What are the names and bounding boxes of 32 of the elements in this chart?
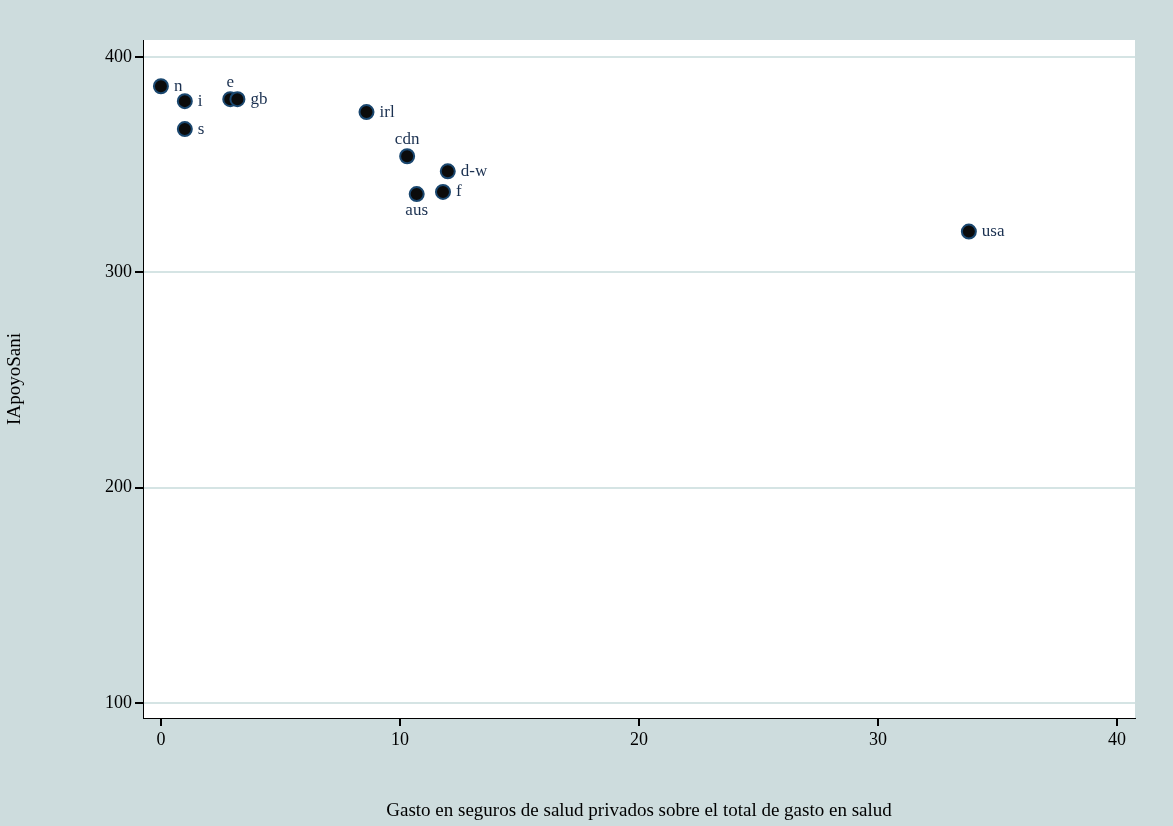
- x-tick-label: 40: [1108, 728, 1127, 749]
- x-tick-label: 20: [630, 728, 648, 749]
- data-label: cdn: [394, 129, 420, 149]
- point: [399, 148, 416, 165]
- point: [176, 93, 193, 110]
- data-label: d-w: [460, 160, 488, 180]
- data-label: gb: [250, 88, 268, 108]
- data-label: i: [197, 90, 203, 110]
- y-tick-label: 100: [105, 691, 132, 712]
- data-label: e: [226, 72, 235, 92]
- data-label: f: [455, 181, 462, 201]
- data-label: irl: [379, 101, 395, 121]
- x-tick-label: 0: [156, 728, 166, 749]
- point: [960, 223, 977, 240]
- point: [439, 163, 456, 180]
- y-tick-label: 200: [105, 476, 132, 497]
- y-tick-label: 300: [105, 261, 132, 282]
- y-tick-label: 400: [105, 45, 132, 66]
- x-tick-label: 30: [869, 728, 888, 749]
- data-label: n: [173, 75, 183, 95]
- data-label: aus: [405, 200, 429, 220]
- data-label: usa: [981, 221, 1005, 241]
- point: [358, 104, 375, 121]
- point: [408, 186, 425, 203]
- y-axis-title: IApoyoSani: [3, 333, 25, 425]
- point: [176, 121, 193, 138]
- x-tick-label: 10: [390, 728, 409, 749]
- data-label: s: [197, 118, 205, 138]
- point: [152, 78, 169, 95]
- point: [229, 91, 246, 108]
- x-axis-title: Gasto en seguros de salud privados sobre el total de gasto en salud: [386, 798, 893, 820]
- point: [434, 183, 451, 200]
